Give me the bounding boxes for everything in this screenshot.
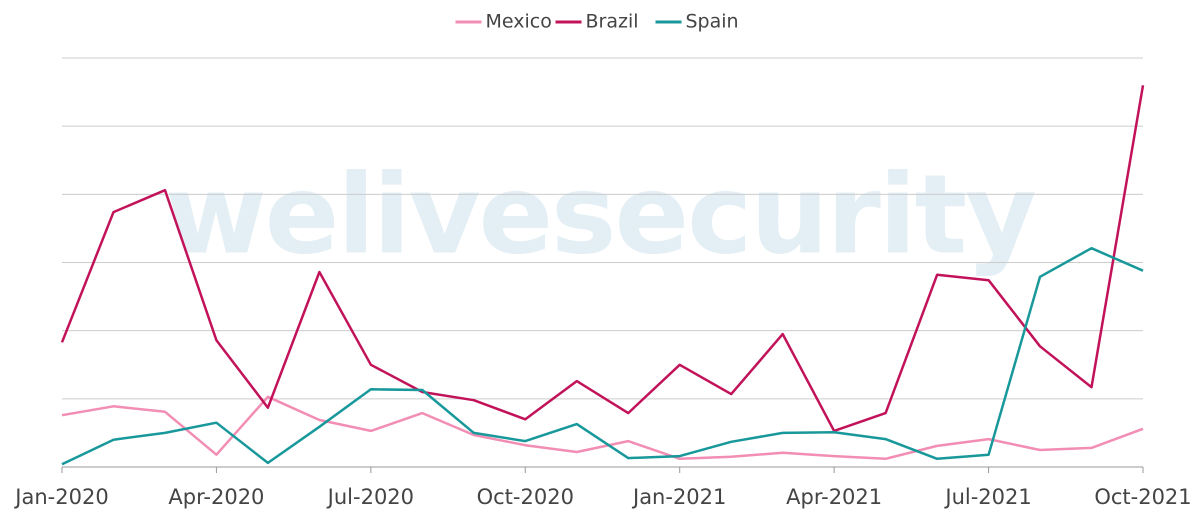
x-tick-label: Jan-2021 (631, 485, 726, 509)
x-tick-label: Jul-2020 (326, 485, 414, 509)
legend-label: Spain (686, 11, 739, 33)
legend-label: Brazil (586, 11, 639, 33)
series-line (61, 246, 1144, 466)
x-tick-label: Oct-2021 (1094, 485, 1191, 509)
x-tick-label: Apr-2021 (786, 485, 882, 509)
x-tick-label: Jan-2020 (13, 485, 108, 509)
x-tick-label: Oct-2020 (477, 485, 574, 509)
x-tick-label: Jul-2021 (943, 485, 1031, 509)
series-line (61, 395, 1144, 461)
legend-label: Mexico (486, 11, 552, 33)
x-tick-label: Apr-2020 (168, 485, 264, 509)
watermark: welivesecurity (165, 150, 1035, 278)
series-line (60, 85, 1145, 433)
